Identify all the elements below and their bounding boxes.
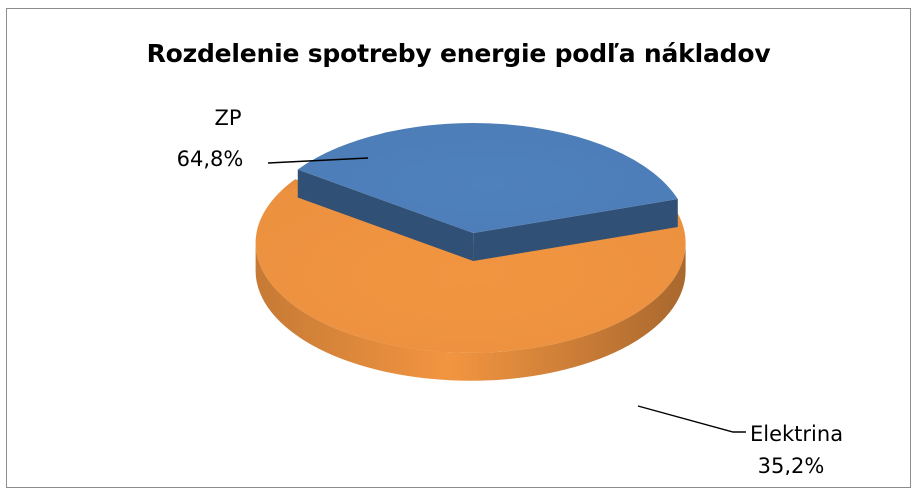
- chart-title: Rozdelenie spotreby energie podľa náklad…: [146, 39, 771, 68]
- slice-elektrina-top: [297, 123, 678, 234]
- slice-elektrina-cut-face-1: [297, 169, 474, 262]
- data-label-zp-name: ZP: [214, 106, 241, 130]
- data-label-zp-value: 64,8%: [177, 147, 244, 171]
- pie-chart: ZP 64,8% Elektrina 35,2%: [177, 106, 843, 475]
- pie-slices: [255, 123, 686, 381]
- leader-lines: [267, 157, 746, 433]
- data-label-elektrina-value: 35,2%: [758, 454, 825, 475]
- data-label-elektrina-name: Elektrina: [750, 422, 843, 446]
- slice-zp-top: [255, 179, 686, 353]
- slice-elektrina-cut-face-2: [473, 199, 678, 262]
- slice-elektrina: [297, 123, 678, 262]
- leader-line-elektrina: [637, 405, 746, 433]
- leader-line-zp: [267, 157, 369, 164]
- slice-zp-side: [255, 242, 686, 381]
